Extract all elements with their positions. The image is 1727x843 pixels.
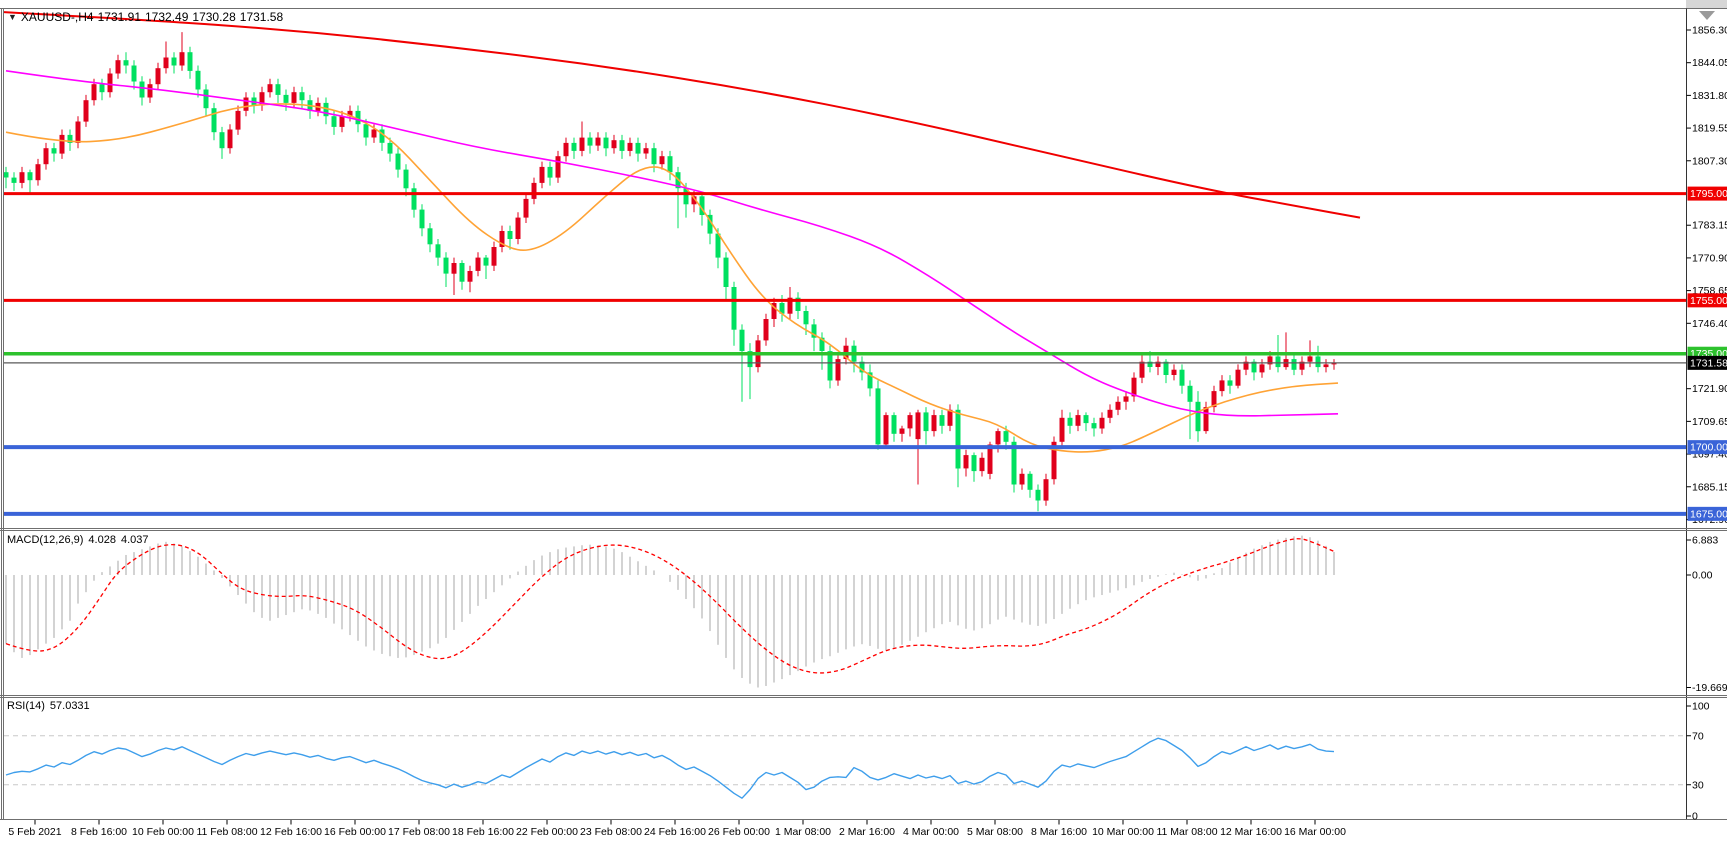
mid-magenta-ma-line: [5, 70, 1339, 417]
symbol-period-label: XAUUSD-,H4: [20, 10, 94, 24]
macd-scale-label: 6.883: [1692, 535, 1718, 547]
time-tick-label: 10 Mar 00:00: [1092, 826, 1154, 838]
symbol-dropdown-icon[interactable]: ▼: [8, 12, 17, 22]
price-badge-label: 1755.00: [1690, 295, 1727, 307]
fast-orange-ma-line: [5, 103, 1339, 453]
macd-main-value: 4.028: [88, 534, 116, 546]
rsi-name: RSI(14): [7, 700, 45, 712]
panel-borders: [0, 8, 1727, 820]
time-tick-label: 22 Feb 00:00: [516, 826, 578, 838]
macd-scale-label: 0.00: [1692, 570, 1713, 582]
ohlc-low: 1730.28: [192, 10, 236, 24]
time-tick-label: 2 Mar 16:00: [839, 826, 895, 838]
time-tick-label: 11 Feb 08:00: [196, 826, 257, 838]
price-badge-label: 1700.00: [1690, 442, 1727, 454]
time-tick-label: 10 Feb 00:00: [132, 826, 194, 838]
macd-panel[interactable]: [5, 535, 1336, 688]
time-tick-label: 5 Feb 2021: [8, 826, 61, 838]
price-tick-label: 1783.15: [1692, 220, 1727, 232]
price-tick-label: 1831.80: [1692, 90, 1727, 102]
price-tick-label: 1770.90: [1692, 252, 1727, 264]
price-axis[interactable]: 1856.30 1844.05 1831.80 1819.55 1807.30 1783.…: [1686, 25, 1727, 526]
rsi-scale-label: 100: [1692, 701, 1710, 713]
axis-corner-fill: [1686, 0, 1727, 8]
time-tick-label: 5 Mar 08:00: [967, 826, 1023, 838]
price-tick-label: 1746.40: [1692, 318, 1727, 330]
time-tick-label: 8 Mar 16:00: [1031, 826, 1087, 838]
price-badge-1675.00: [1687, 506, 1727, 521]
price-tick-label: 1807.30: [1692, 155, 1727, 167]
time-tick-label: 16 Feb 00:00: [324, 826, 386, 838]
price-badge-label: 1675.00: [1690, 508, 1727, 520]
rsi-panel[interactable]: [4, 735, 1687, 799]
macd-signal-value: 4.037: [120, 534, 149, 546]
time-tick-label: 8 Feb 16:00: [71, 826, 127, 838]
time-tick-label: 24 Feb 16:00: [644, 826, 706, 838]
rsi-indicator-label: RSI(14) 57.0331: [7, 700, 95, 712]
slow-red-ma-line: [3, 11, 1361, 219]
price-badge-1755.00: [1687, 293, 1727, 308]
price-badge-1731.58: [1687, 355, 1727, 370]
price-tick-label: 1709.65: [1692, 416, 1727, 428]
price-tick-label: 1856.30: [1692, 25, 1727, 37]
price-tick-label: 1721.90: [1692, 383, 1727, 395]
time-tick-label: 26 Feb 00:00: [708, 826, 770, 838]
rsi-line: [5, 737, 1335, 799]
rsi-scale-label: 0: [1692, 811, 1698, 823]
rsi-value: 57.0331: [49, 700, 90, 712]
rsi-scale-label: 30: [1692, 779, 1704, 791]
ohlc-open: 1731.91: [97, 10, 141, 24]
ohlc-high: 1732.49: [145, 10, 189, 24]
horizontal-lines-layer[interactable]: [4, 192, 1687, 516]
moving-averages-layer: [3, 11, 1361, 453]
time-tick-label: 16 Mar 00:00: [1284, 826, 1346, 838]
price-tick-label: 1685.15: [1692, 481, 1727, 493]
price-badge-1700.00: [1687, 440, 1727, 455]
macd-name: MACD(12,26,9): [7, 534, 84, 546]
macd-indicator-label: MACD(12,26,9) 4.028 4.037: [7, 534, 153, 546]
chart-ohlc-header: ▼ XAUUSD-,H4 1731.91 1732.49 1730.28 1731.58: [8, 10, 287, 24]
time-tick-label: 18 Feb 16:00: [452, 826, 514, 838]
price-tick-label: 1844.05: [1692, 57, 1727, 69]
indicator-axis[interactable]: 6.883 0.00 -19.669 100 70 30 0: [1686, 535, 1727, 823]
price-badge-label: 1795.00: [1690, 188, 1727, 200]
time-tick-label: 23 Feb 08:00: [580, 826, 642, 838]
price-badge-label: 1731.58: [1690, 357, 1727, 369]
time-tick-label: 4 Mar 00:00: [903, 826, 959, 838]
ohlc-close: 1731.58: [239, 10, 284, 24]
macd-scale-label: -19.669: [1692, 682, 1727, 694]
time-tick-label: 17 Feb 08:00: [388, 826, 450, 838]
rsi-scale-label: 70: [1692, 730, 1704, 742]
time-tick-label: 12 Mar 16:00: [1220, 826, 1282, 838]
macd-signal-line: [5, 538, 1336, 674]
time-tick-label: 12 Feb 16:00: [260, 826, 322, 838]
time-axis[interactable]: 5 Feb 2021 8 Feb 16:00 10 Feb 00:00 11 Feb …: [8, 820, 1346, 838]
scroll-end-marker-icon[interactable]: [1699, 11, 1715, 20]
price-tick-label: 1819.55: [1692, 123, 1727, 135]
time-tick-label: 11 Mar 08:00: [1156, 826, 1217, 838]
time-tick-label: 1 Mar 08:00: [775, 826, 831, 838]
price-badge-1795.00: [1687, 186, 1727, 201]
